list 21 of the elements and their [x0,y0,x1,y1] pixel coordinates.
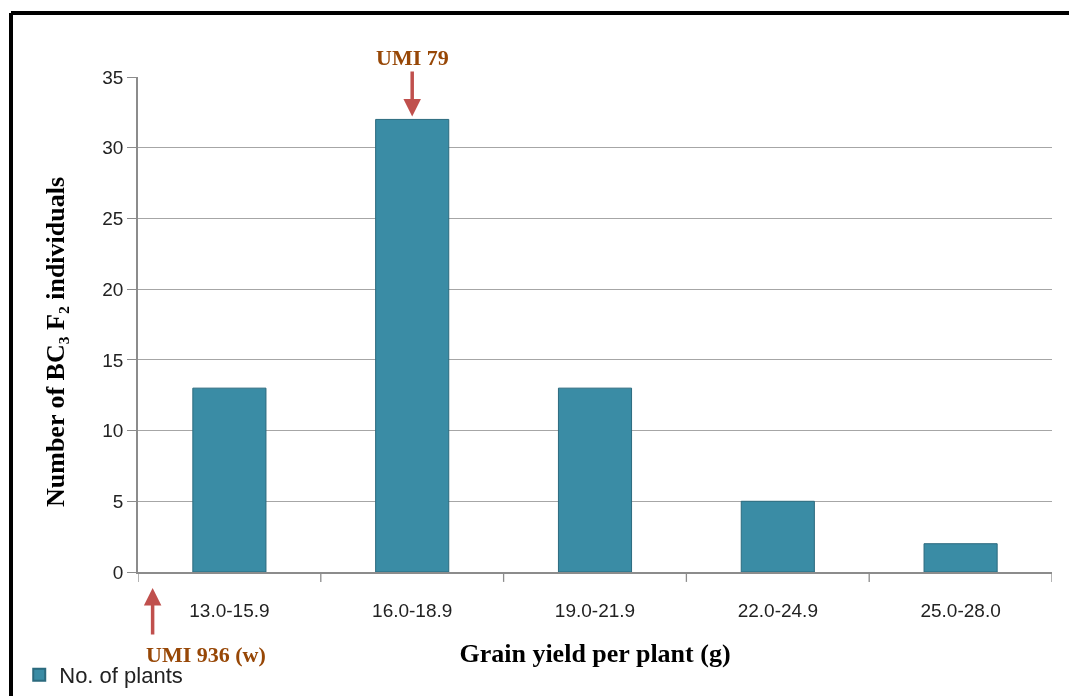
y-axis-title: Number of BC₃ F₂ individuals [41,176,70,507]
y-tick-label: 5 [112,490,124,512]
x-tick-label: 13.0-15.9 [189,599,270,621]
y-tick-label: 25 [102,208,124,230]
y-tick-label: 15 [102,349,124,371]
bar [192,387,267,572]
bar [557,387,633,572]
bar [375,118,450,572]
y-tick-label: 20 [102,278,124,300]
x-axis-title: Grain yield per plant (g) [459,638,731,668]
y-tick-label: 35 [102,66,124,88]
x-tick-label: 19.0-21.9 [554,599,636,621]
x-tick-label: 25.0-28.0 [920,599,1001,621]
y-tick-label: 10 [102,420,124,442]
x-tick-label: 22.0-24.9 [737,599,818,621]
bar [740,500,815,572]
annotation: UMI 79 [376,45,449,70]
y-tick-label: 30 [102,137,124,159]
x-tick-label: 16.0-18.9 [372,599,453,621]
bar [923,543,998,572]
y-tick-label: 0 [112,561,124,583]
